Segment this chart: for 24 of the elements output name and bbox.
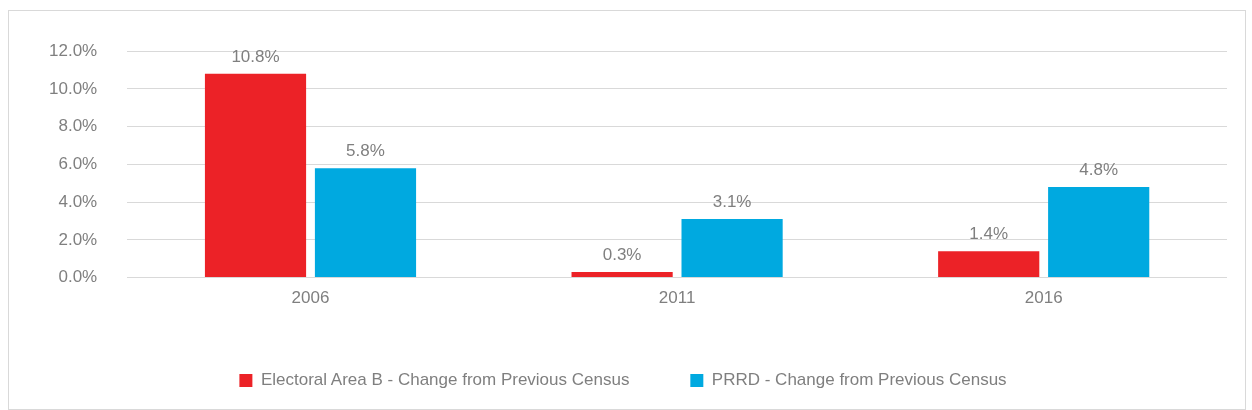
y-tick-label: 8.0% xyxy=(58,116,98,136)
x-tick-label: 2011 xyxy=(658,288,696,308)
bar xyxy=(204,73,307,278)
legend-label: PRRD - Change from Previous Census xyxy=(711,370,1007,390)
data-label: 1.4% xyxy=(969,224,1009,244)
data-label: 0.3% xyxy=(602,245,642,265)
x-tick-label: 2016 xyxy=(1024,288,1063,308)
data-label: 5.8% xyxy=(346,141,385,161)
data-label: 10.8% xyxy=(231,47,280,67)
x-tick-label: 2006 xyxy=(291,288,330,308)
y-tick-label: 6.0% xyxy=(58,154,98,174)
y-tick-label: 4.0% xyxy=(58,191,98,211)
y-tick-label: 0.0% xyxy=(58,267,98,287)
data-label: 4.8% xyxy=(1079,160,1119,180)
data-label: 3.1% xyxy=(712,192,752,212)
y-tick-label: 2.0% xyxy=(58,229,98,249)
bar xyxy=(681,219,783,278)
legend-label: Electoral Area B - Change from Previous Census xyxy=(260,370,630,390)
y-tick-label: 12.0% xyxy=(49,40,98,60)
bar xyxy=(571,271,673,278)
bar xyxy=(938,251,1040,278)
y-tick-label: 10.0% xyxy=(49,78,98,98)
bar xyxy=(1048,187,1150,278)
bar xyxy=(314,168,417,278)
